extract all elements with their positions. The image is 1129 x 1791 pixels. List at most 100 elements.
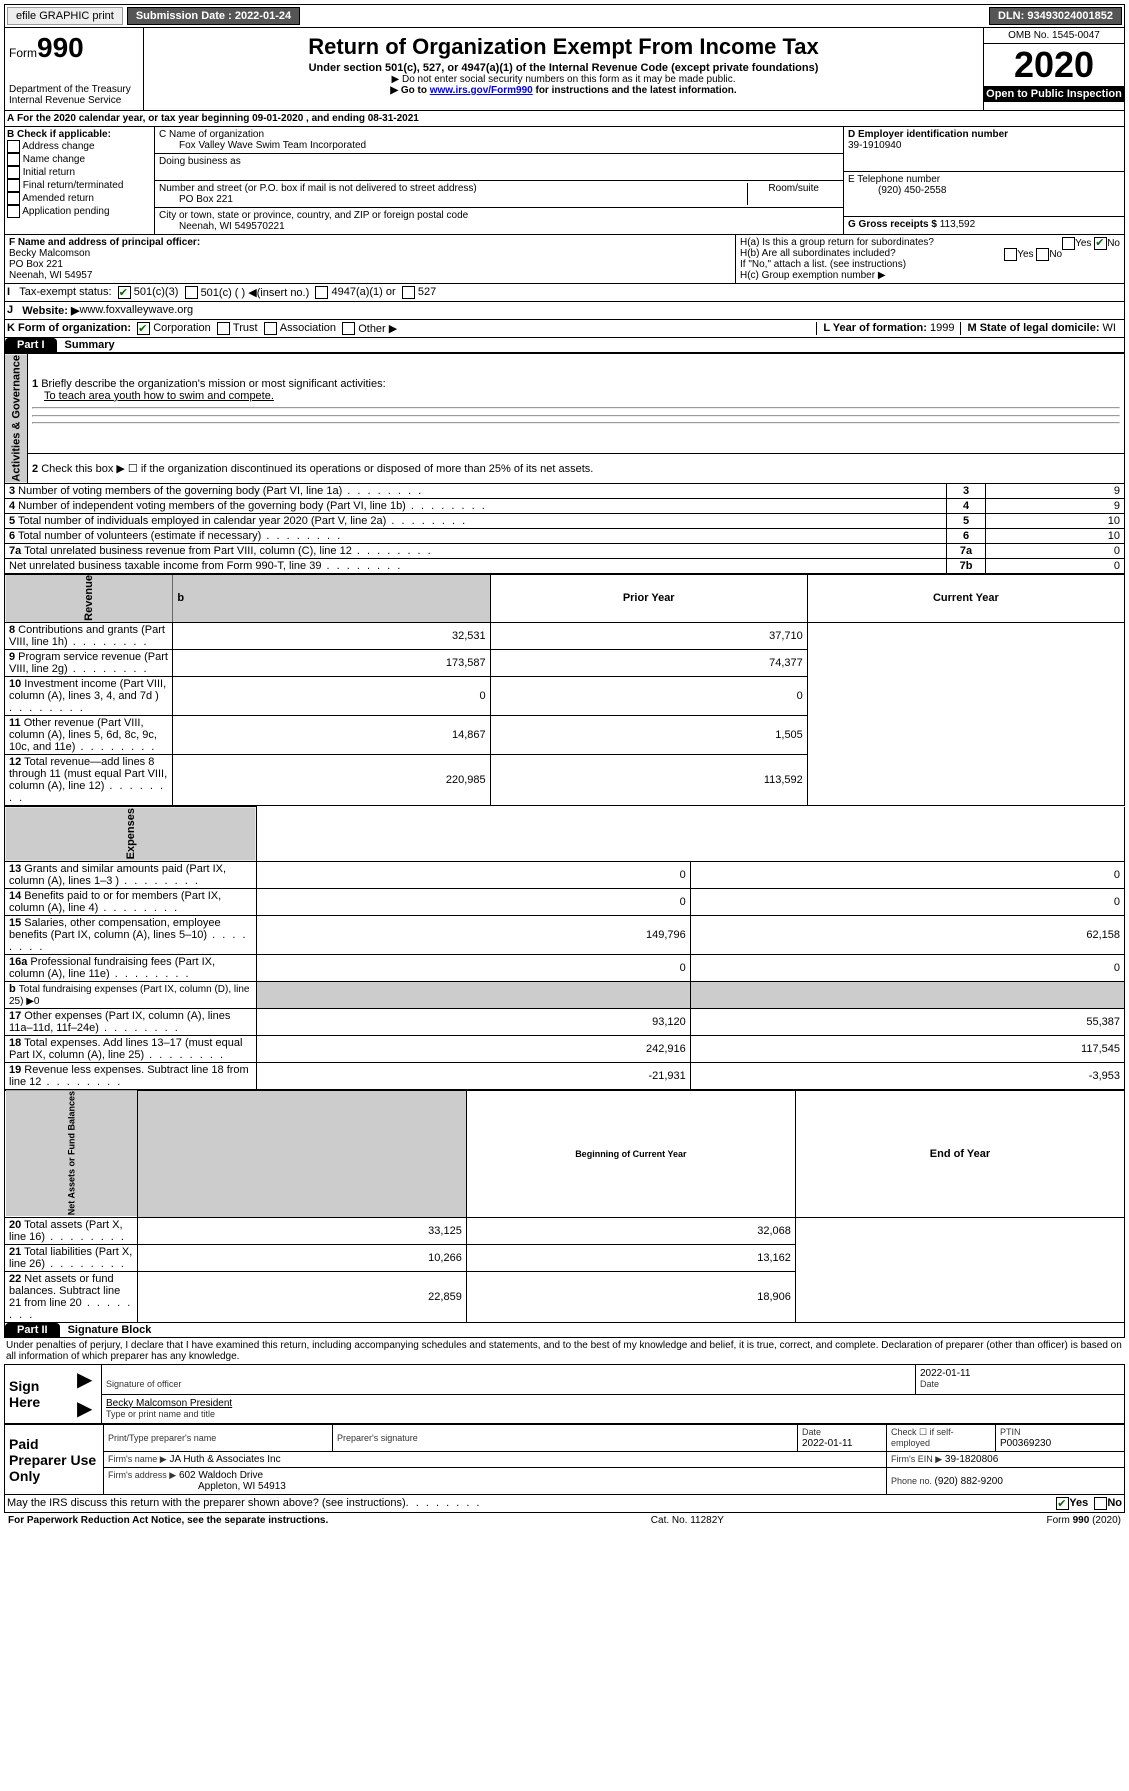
vtab-revenue: Revenue — [5, 574, 173, 623]
curr-val: -3,953 — [690, 1062, 1124, 1089]
tax-year: 2020 — [984, 44, 1124, 86]
curr-val: 55,387 — [690, 1008, 1124, 1035]
col-b-checkboxes: B Check if applicable: Address change Na… — [5, 127, 155, 234]
curr-val: 74,377 — [490, 650, 807, 677]
curr-val: 0 — [490, 677, 807, 716]
curr-val: 0 — [690, 861, 1124, 888]
k-corp[interactable] — [137, 322, 150, 335]
gov-val: 9 — [986, 483, 1125, 498]
hb-no[interactable] — [1036, 248, 1049, 261]
line-k: K Form of organization: Corporation Trus… — [4, 320, 1125, 338]
open-public-badge: Open to Public Inspection — [984, 86, 1124, 102]
discuss-no[interactable] — [1094, 1497, 1107, 1510]
netassets-table: Net Assets or Fund Balances Beginning of… — [4, 1090, 1125, 1323]
checkbox-initial[interactable] — [7, 166, 20, 179]
checkbox-amended[interactable] — [7, 192, 20, 205]
firm-address: 602 Waldoch Drive — [179, 1470, 263, 1481]
prior-val: 0 — [256, 861, 690, 888]
curr-val: 62,158 — [690, 915, 1124, 954]
prior-val: 93,120 — [256, 1008, 690, 1035]
line-a: A For the 2020 calendar year, or tax yea… — [4, 111, 1125, 127]
state-domicile: WI — [1103, 322, 1116, 334]
officer-block: F Name and address of principal officer:… — [4, 235, 1125, 284]
line-j: J Website: ▶ www.foxvalleywave.org — [4, 302, 1125, 320]
beg-val: 22,859 — [137, 1272, 466, 1323]
checkbox-name[interactable] — [7, 153, 20, 166]
gov-val: 0 — [986, 558, 1125, 573]
revenue-table: Revenue bPrior YearCurrent Year 8 Contri… — [4, 574, 1125, 807]
subtitle-1: Under section 501(c), 527, or 4947(a)(1)… — [148, 62, 979, 74]
curr-val: 1,505 — [490, 716, 807, 755]
gov-val: 0 — [986, 543, 1125, 558]
end-val: 18,906 — [466, 1272, 795, 1323]
irs-link[interactable]: www.irs.gov/Form990 — [430, 85, 533, 96]
part-ii-header: Part IISignature Block — [4, 1323, 1125, 1338]
vtab-netassets: Net Assets or Fund Balances — [5, 1090, 138, 1217]
subtitle-2: ▶ Do not enter social security numbers o… — [148, 74, 979, 85]
expense-table: Expenses 13 Grants and similar amounts p… — [4, 806, 1125, 1089]
i-4947[interactable] — [315, 286, 328, 299]
k-other[interactable] — [342, 322, 355, 335]
vtab-governance: Activities & Governance — [5, 354, 28, 484]
prior-val: 14,867 — [173, 716, 490, 755]
form-header: Form990 Department of the Treasury Inter… — [4, 28, 1125, 111]
perjury-declaration: Under penalties of perjury, I declare th… — [4, 1338, 1125, 1364]
org-name: Fox Valley Wave Swim Team Incorporated — [159, 140, 366, 151]
k-trust[interactable] — [217, 322, 230, 335]
paid-preparer-label: Paid Preparer Use Only — [5, 1425, 104, 1495]
telephone: (920) 450-2558 — [848, 185, 946, 196]
prior-val: 220,985 — [173, 755, 490, 806]
vtab-expenses: Expenses — [5, 807, 257, 861]
gov-val: 9 — [986, 498, 1125, 513]
curr-val: 37,710 — [490, 623, 807, 650]
gov-val: 10 — [986, 513, 1125, 528]
mission-text: To teach area youth how to swim and comp… — [32, 390, 274, 402]
discuss-yes[interactable] — [1056, 1497, 1069, 1510]
form-title: Return of Organization Exempt From Incom… — [148, 34, 979, 60]
officer-signature-name: Becky Malcomson President — [106, 1398, 232, 1409]
hb-yes[interactable] — [1004, 248, 1017, 261]
i-527[interactable] — [402, 286, 415, 299]
ptin: P00369230 — [1000, 1438, 1051, 1449]
ha-no[interactable] — [1094, 237, 1107, 250]
prior-val: 0 — [173, 677, 490, 716]
prior-val: 242,916 — [256, 1035, 690, 1062]
k-assoc[interactable] — [264, 322, 277, 335]
line-i: I Tax-exempt status: 501(c)(3) 501(c) ( … — [4, 284, 1125, 302]
prior-val: -21,931 — [256, 1062, 690, 1089]
part-i-header: Part ISummary — [4, 338, 1125, 353]
footer: For Paperwork Reduction Act Notice, see … — [4, 1513, 1125, 1528]
prior-val: 0 — [256, 954, 690, 981]
submission-date: Submission Date : 2022-01-24 — [127, 7, 300, 25]
subtitle-3: ▶ Go to www.irs.gov/Form990 for instruct… — [148, 85, 979, 96]
end-val: 13,162 — [466, 1245, 795, 1272]
officer-name: Becky Malcomson — [9, 248, 90, 259]
beg-val: 10,266 — [137, 1245, 466, 1272]
checkbox-final[interactable] — [7, 179, 20, 192]
year-formation: 1999 — [930, 322, 954, 334]
gov-val: 10 — [986, 528, 1125, 543]
end-val: 32,068 — [466, 1218, 795, 1245]
org-address: PO Box 221 — [159, 194, 233, 205]
omb-number: OMB No. 1545-0047 — [984, 28, 1124, 44]
prior-val: 173,587 — [173, 650, 490, 677]
entity-block: B Check if applicable: Address change Na… — [4, 127, 1125, 235]
ha-yes[interactable] — [1062, 237, 1075, 250]
i-501c[interactable] — [185, 286, 198, 299]
ein: 39-1910940 — [848, 140, 901, 151]
curr-val: 0 — [690, 954, 1124, 981]
i-501c3[interactable] — [118, 286, 131, 299]
sign-here-label: Sign Here — [5, 1365, 74, 1424]
firm-phone: (920) 882-9200 — [935, 1476, 1003, 1487]
curr-val: 0 — [690, 888, 1124, 915]
curr-val: 117,545 — [690, 1035, 1124, 1062]
gross-receipts: 113,592 — [940, 219, 975, 230]
signature-table: Sign Here ▶ Signature of officer 2022-01… — [4, 1364, 1125, 1424]
form-number: Form990 — [9, 32, 139, 64]
dln: DLN: 93493024001852 — [989, 7, 1122, 25]
checkbox-pending[interactable] — [7, 205, 20, 218]
checkbox-address[interactable] — [7, 140, 20, 153]
firm-name: JA Huth & Associates Inc — [169, 1454, 280, 1465]
firm-ein: 39-1820806 — [945, 1454, 998, 1465]
summary-table: Activities & Governance 1 Briefly descri… — [4, 353, 1125, 574]
